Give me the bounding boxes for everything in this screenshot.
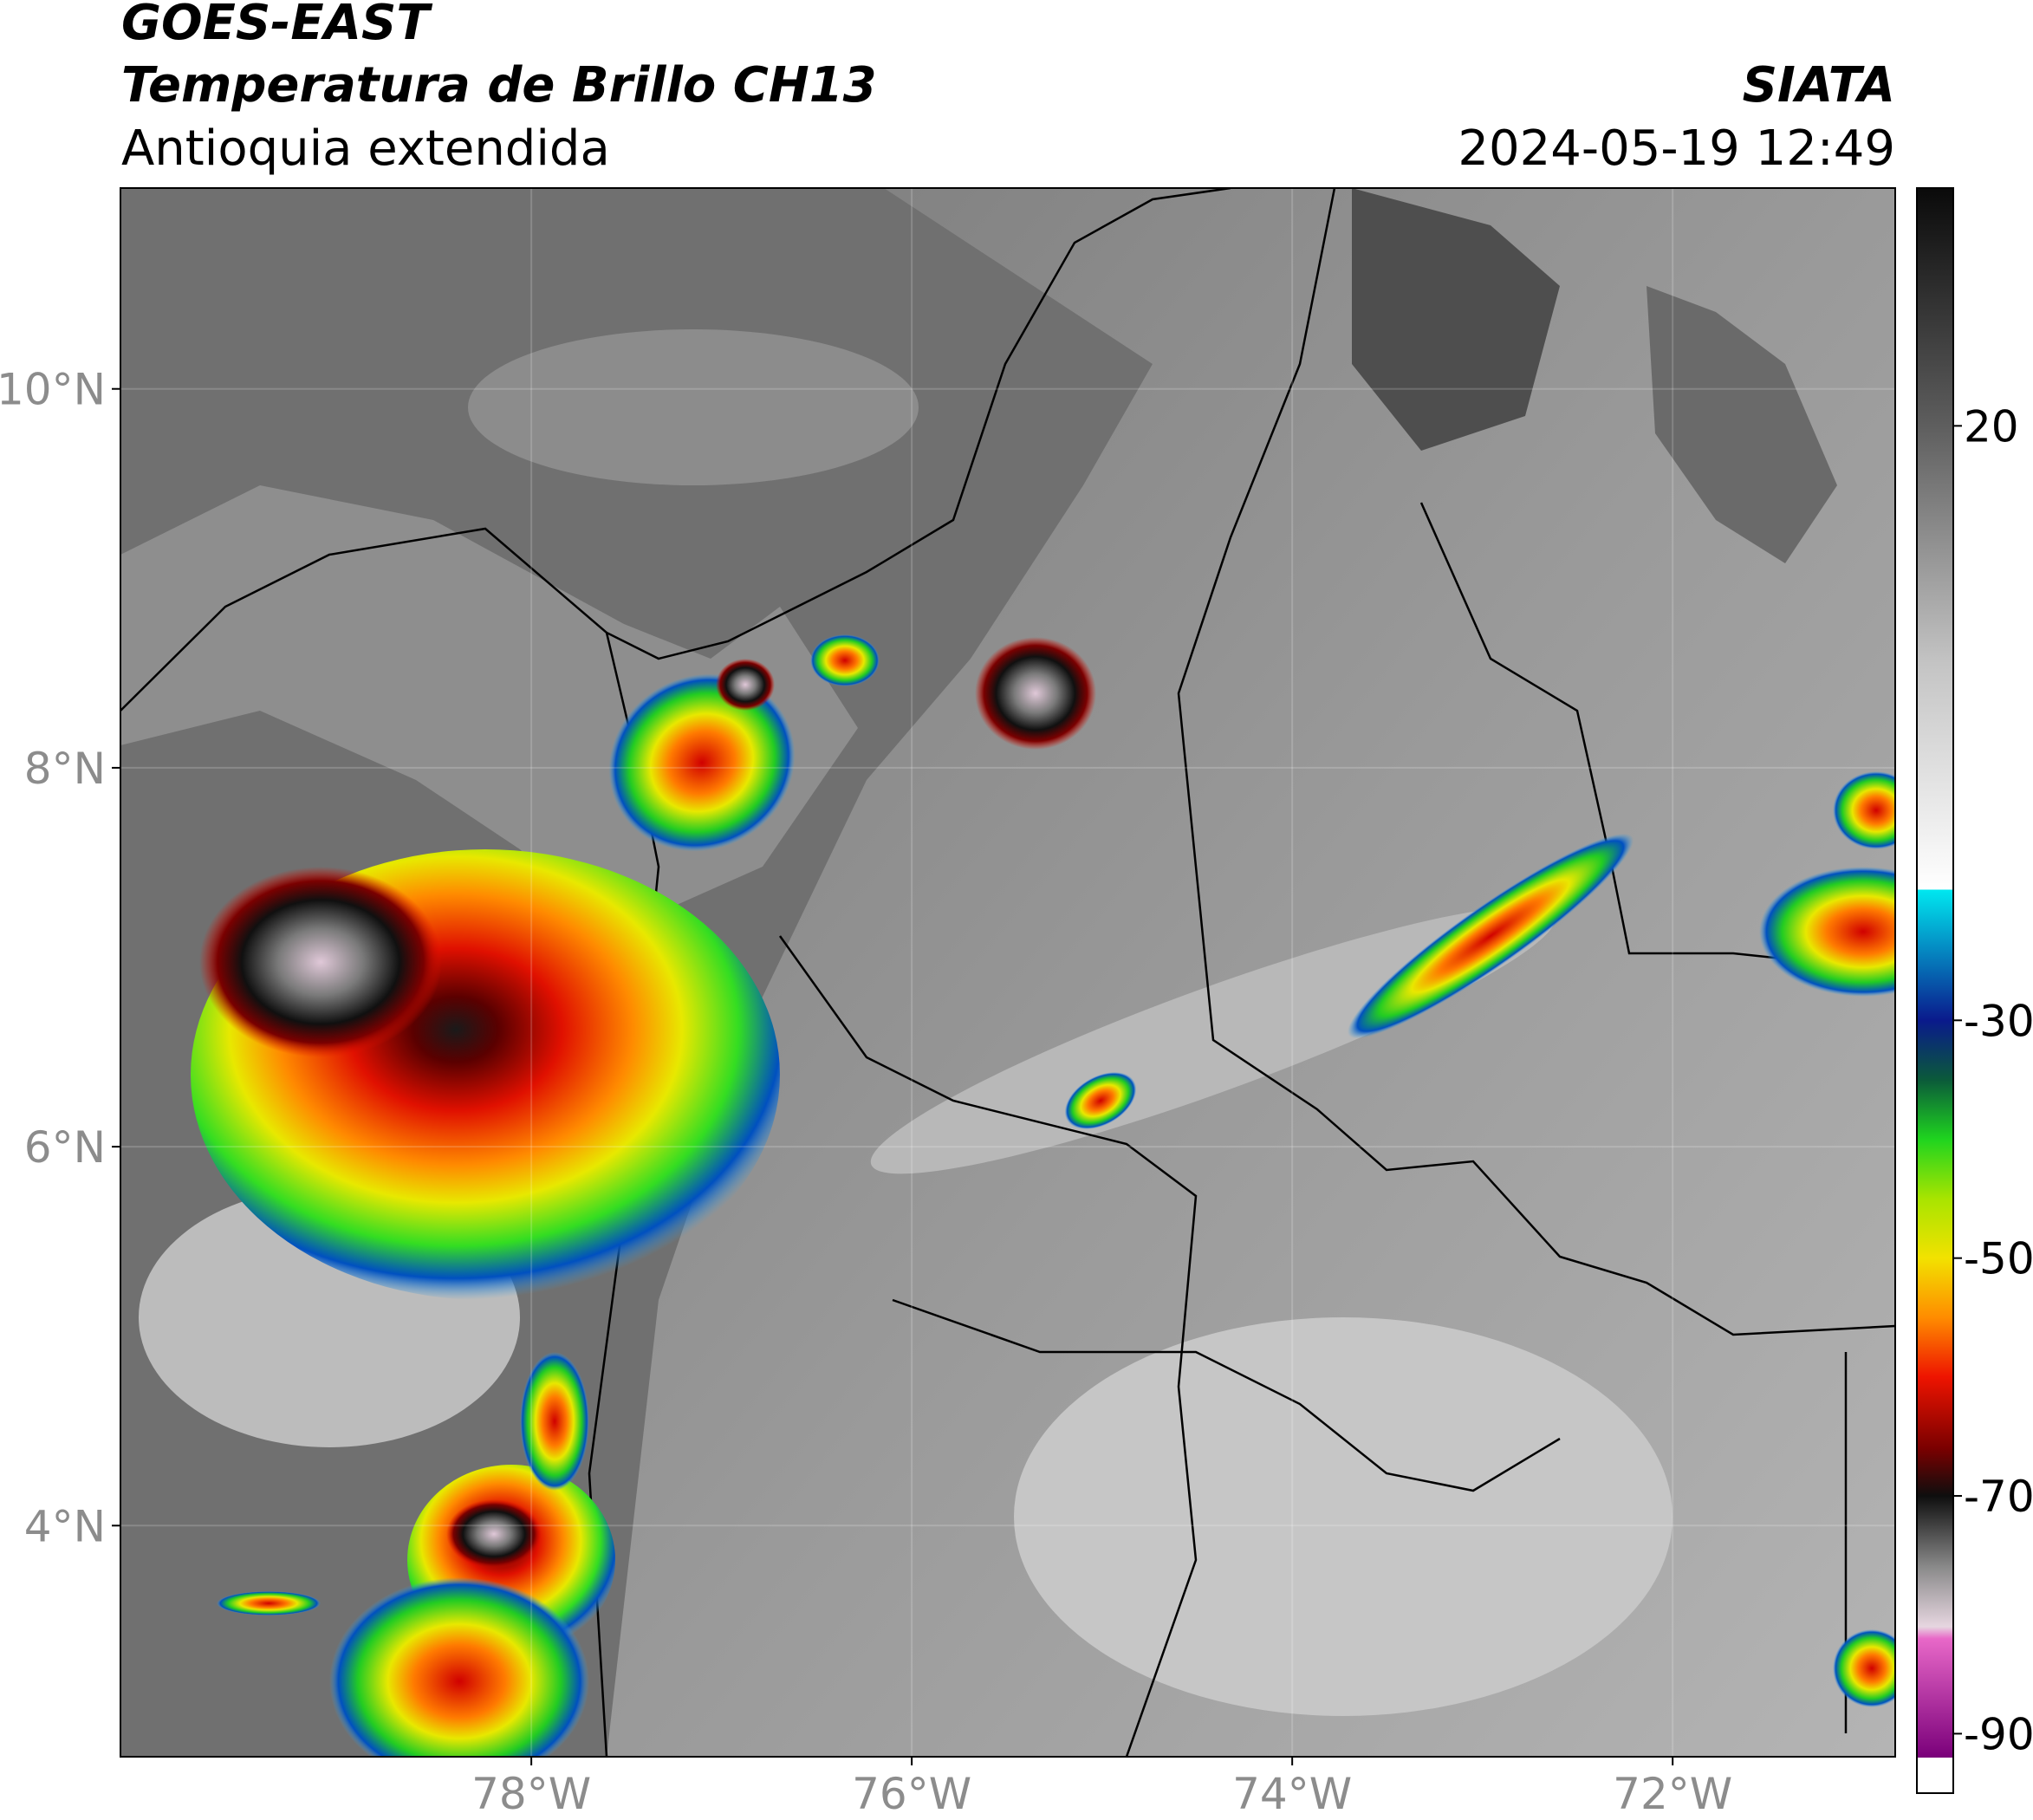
storm-cell xyxy=(810,634,880,686)
lat-tick-label: 10°N xyxy=(0,365,106,415)
title: GOES-EAST xyxy=(121,0,432,51)
storm-cell xyxy=(1759,867,1895,997)
lon-tick-label: 78°W xyxy=(471,1769,591,1819)
source: SIATA xyxy=(1743,57,1895,114)
cloud xyxy=(468,329,919,485)
storm-core xyxy=(446,1499,542,1569)
colorbar-tick-label: 20 xyxy=(1964,401,2019,452)
lat-tick-label: 6°N xyxy=(24,1122,106,1173)
lake xyxy=(1647,286,1837,563)
colorbar xyxy=(1916,187,1954,1794)
storm-cell xyxy=(1347,833,1634,1039)
lat-tick-label: 8°N xyxy=(24,744,106,794)
storm-cell xyxy=(329,1577,589,1757)
storm-core xyxy=(199,867,442,1057)
lon-tick-label: 72°W xyxy=(1613,1769,1732,1819)
storm-cell xyxy=(1833,1629,1895,1707)
lat-tick-label: 4°N xyxy=(24,1501,106,1551)
storm-cell xyxy=(1833,771,1895,849)
satellite-image xyxy=(120,188,1895,1757)
region: Antioquia extendida xyxy=(121,120,610,177)
storm-core xyxy=(975,637,1096,750)
storm-cell xyxy=(1064,1071,1137,1130)
colorbar-tick-label: -90 xyxy=(1964,1709,2033,1759)
storm-cell xyxy=(217,1591,321,1615)
datetime: 2024-05-19 12:49 xyxy=(1458,120,1895,177)
colorbar-tick-label: -70 xyxy=(1964,1472,2033,1522)
storm-core xyxy=(716,659,775,711)
lon-tick-label: 74°W xyxy=(1232,1769,1352,1819)
storm-cell xyxy=(520,1352,589,1491)
cloud xyxy=(1014,1317,1673,1716)
lon-tick-label: 76°W xyxy=(852,1769,971,1819)
storm-cell xyxy=(608,673,796,852)
graticule xyxy=(120,188,1895,1757)
colorbar-tick-label: -30 xyxy=(1964,996,2033,1046)
plot-frame xyxy=(120,187,1896,1758)
dark-region xyxy=(1352,188,1560,451)
subtitle: Temperatura de Brillo CH13 xyxy=(121,57,877,114)
colorbar-tick-label: -50 xyxy=(1964,1234,2033,1284)
